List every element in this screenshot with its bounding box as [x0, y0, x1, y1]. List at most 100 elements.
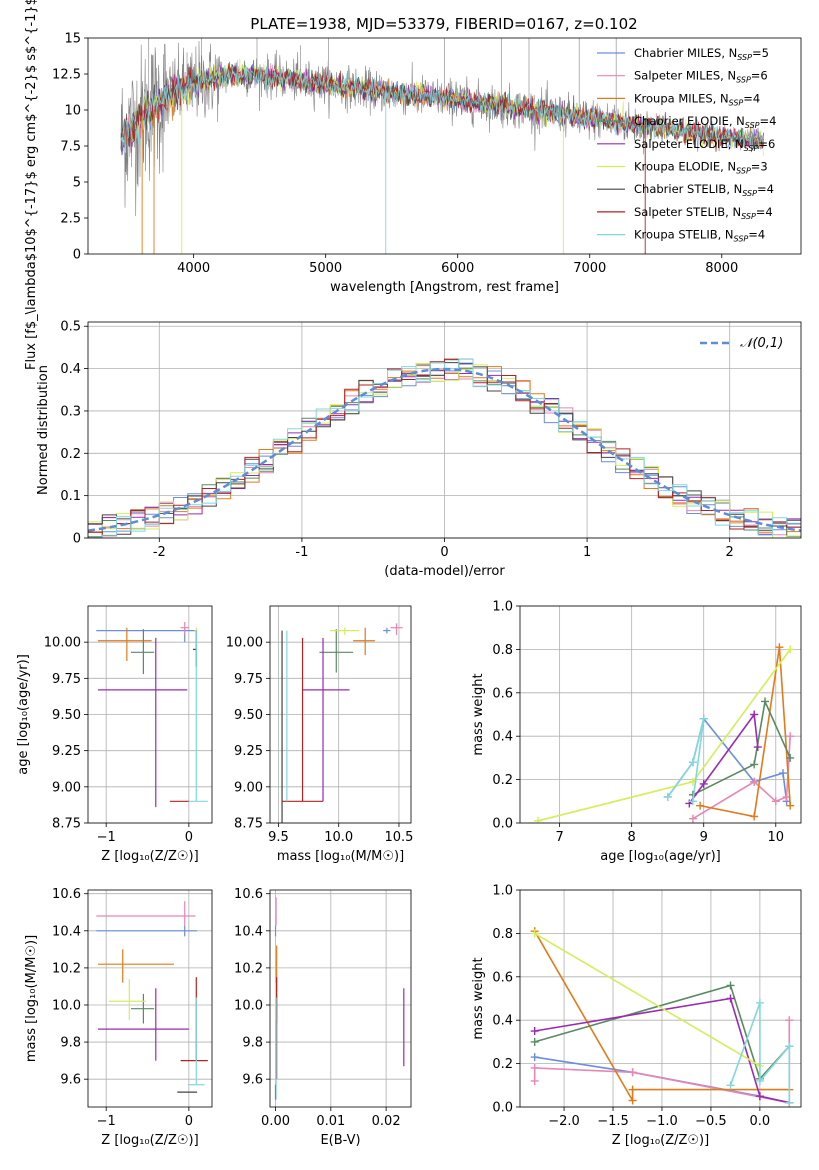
x-tick-label: 2 — [726, 545, 734, 560]
legend-label: Kroupa STELIB, NSSP=4 — [634, 228, 765, 244]
legend-label-suffix: =4 — [748, 228, 765, 242]
weight-marker — [663, 792, 672, 801]
x-tick-label: 10 — [768, 830, 785, 845]
weight-marker — [755, 1076, 764, 1085]
x-tick-label: 7000 — [573, 261, 606, 276]
weight-marker — [530, 1037, 539, 1046]
plot-area-mass-vs-Z — [96, 901, 208, 1093]
legend-label-suffix: =5 — [752, 46, 769, 60]
x-tick-label: 0 — [440, 545, 448, 560]
legend-label: Salpeter STELIB, NSSP=4 — [634, 205, 773, 221]
chart-weight-vs-age: 7 8 9 10 0.0 0.2 0.4 0.6 0.8 1.0 age [log₁₀(age/yr… — [471, 600, 802, 864]
weight-marker — [530, 1053, 539, 1062]
weight-marker — [688, 758, 697, 767]
x-tick-label: 0.01 — [316, 1114, 345, 1129]
y-tick-label: 0.1 — [60, 489, 81, 504]
y-tick-label: 8.75 — [52, 817, 81, 832]
y-tick-label: 0.6 — [492, 686, 513, 701]
x-tick-label: 0.00 — [261, 1114, 290, 1129]
y-tick-label: 10.4 — [234, 924, 263, 939]
weight-marker — [786, 732, 795, 741]
y-axis-label: Normed distribution — [36, 365, 51, 495]
y-tick-label: 0.3 — [60, 404, 81, 419]
y-tick-label: 7.5 — [60, 140, 81, 155]
x-tick-label: 0.02 — [372, 1114, 401, 1129]
y-tick-label: 10.2 — [234, 961, 263, 976]
legend-label-suffix: =4 — [743, 91, 760, 105]
histogram-step — [88, 358, 801, 537]
weight-marker — [726, 1081, 735, 1090]
y-axis-label: mass weight — [471, 957, 486, 1039]
plot-area-weight-vs-age — [534, 643, 795, 823]
y-tick-label: 5 — [73, 176, 81, 191]
x-tick-label: 10.5 — [384, 830, 413, 845]
weight-marker — [726, 981, 735, 990]
x-tick-label: 9.5 — [268, 830, 289, 845]
weight-marker — [753, 743, 762, 752]
y-tick-label: 9.8 — [242, 1036, 263, 1051]
y-tick-label: 10 — [64, 104, 81, 119]
axes-frame — [87, 37, 802, 255]
histogram-step — [88, 358, 801, 538]
axes-frame — [269, 605, 412, 824]
x-axis-label: E(B-V) — [320, 1133, 360, 1148]
plot-area-residuals — [88, 358, 801, 538]
legend-label: 𝒩(0,1) — [740, 336, 783, 351]
y-tick-label: 0.4 — [492, 730, 513, 745]
plot-area-mass-vs-EBV — [274, 897, 405, 1100]
weight-marker — [755, 998, 764, 1007]
y-tick-label: 9.6 — [60, 1073, 81, 1088]
y-tick-label: 0.5 — [60, 320, 81, 335]
y-tick-label: 0.2 — [492, 1057, 513, 1072]
legend-label: Kroupa ELODIE, NSSP=3 — [634, 160, 768, 176]
legend-label: Chabrier STELIB, NSSP=4 — [634, 182, 774, 198]
axes-frame — [87, 605, 213, 824]
y-tick-label: 9.00 — [234, 780, 263, 795]
x-tick-label: 0.0 — [750, 1114, 771, 1129]
chart-spectrum: 4000 5000 6000 7000 8000 0 2.5 5 7.5 10 12.5 15 wave… — [24, 0, 802, 370]
weight-line — [534, 930, 790, 1104]
x-tick-label: -2 — [153, 545, 166, 560]
weight-marker — [785, 1042, 794, 1051]
weight-line — [688, 712, 759, 804]
y-tick-label: 0.4 — [60, 362, 81, 377]
x-tick-label: −2.0 — [548, 1114, 580, 1129]
y-tick-label: 0 — [73, 532, 81, 547]
x-tick-label: −1.0 — [646, 1114, 678, 1129]
legend-label-suffix: =4 — [756, 205, 773, 219]
weight-marker — [750, 760, 759, 769]
axes-frame — [519, 889, 802, 1108]
plot-area-age-vs-mass — [281, 623, 403, 823]
y-tick-label: 9.25 — [234, 744, 263, 759]
x-tick-label: 8000 — [705, 261, 738, 276]
x-tick-label: 8 — [628, 830, 636, 845]
y-tick-label: 1.0 — [492, 600, 513, 615]
legend-label-sub: SSP — [729, 98, 744, 107]
weight-marker — [778, 769, 787, 778]
model-spectrum-line — [120, 59, 764, 152]
weight-marker — [750, 710, 759, 719]
weight-marker — [530, 929, 539, 938]
x-tick-label: 5000 — [309, 261, 342, 276]
weight-marker — [534, 816, 543, 823]
chart-age-vs-Z: −1 0 8.75 9.00 9.25 9.50 9.75 10.00 Z [log₁₀(Z/Z… — [16, 605, 213, 864]
weight-marker — [760, 697, 769, 706]
weight-marker — [530, 1076, 539, 1085]
y-tick-label: 10.6 — [52, 887, 81, 902]
plot-area-weight-vs-Z — [530, 927, 794, 1107]
y-tick-label: 0.6 — [492, 970, 513, 985]
y-tick-label: 10.0 — [234, 998, 263, 1013]
weight-line — [667, 717, 788, 802]
x-axis-label: Z [log₁₀(Z/Z☉)] — [612, 1133, 709, 1148]
weight-marker — [688, 814, 697, 823]
weight-marker — [786, 753, 795, 762]
y-tick-label: 9.6 — [242, 1073, 263, 1088]
legend-label-sub: SSP — [736, 167, 751, 176]
weight-line — [537, 648, 791, 822]
legend-label-suffix: =6 — [751, 69, 768, 83]
weight-marker — [786, 645, 795, 654]
x-tick-label: -1 — [295, 545, 308, 560]
x-axis-label: age [log₁₀(age/yr)] — [600, 849, 721, 864]
y-tick-label: 0 — [73, 248, 81, 263]
